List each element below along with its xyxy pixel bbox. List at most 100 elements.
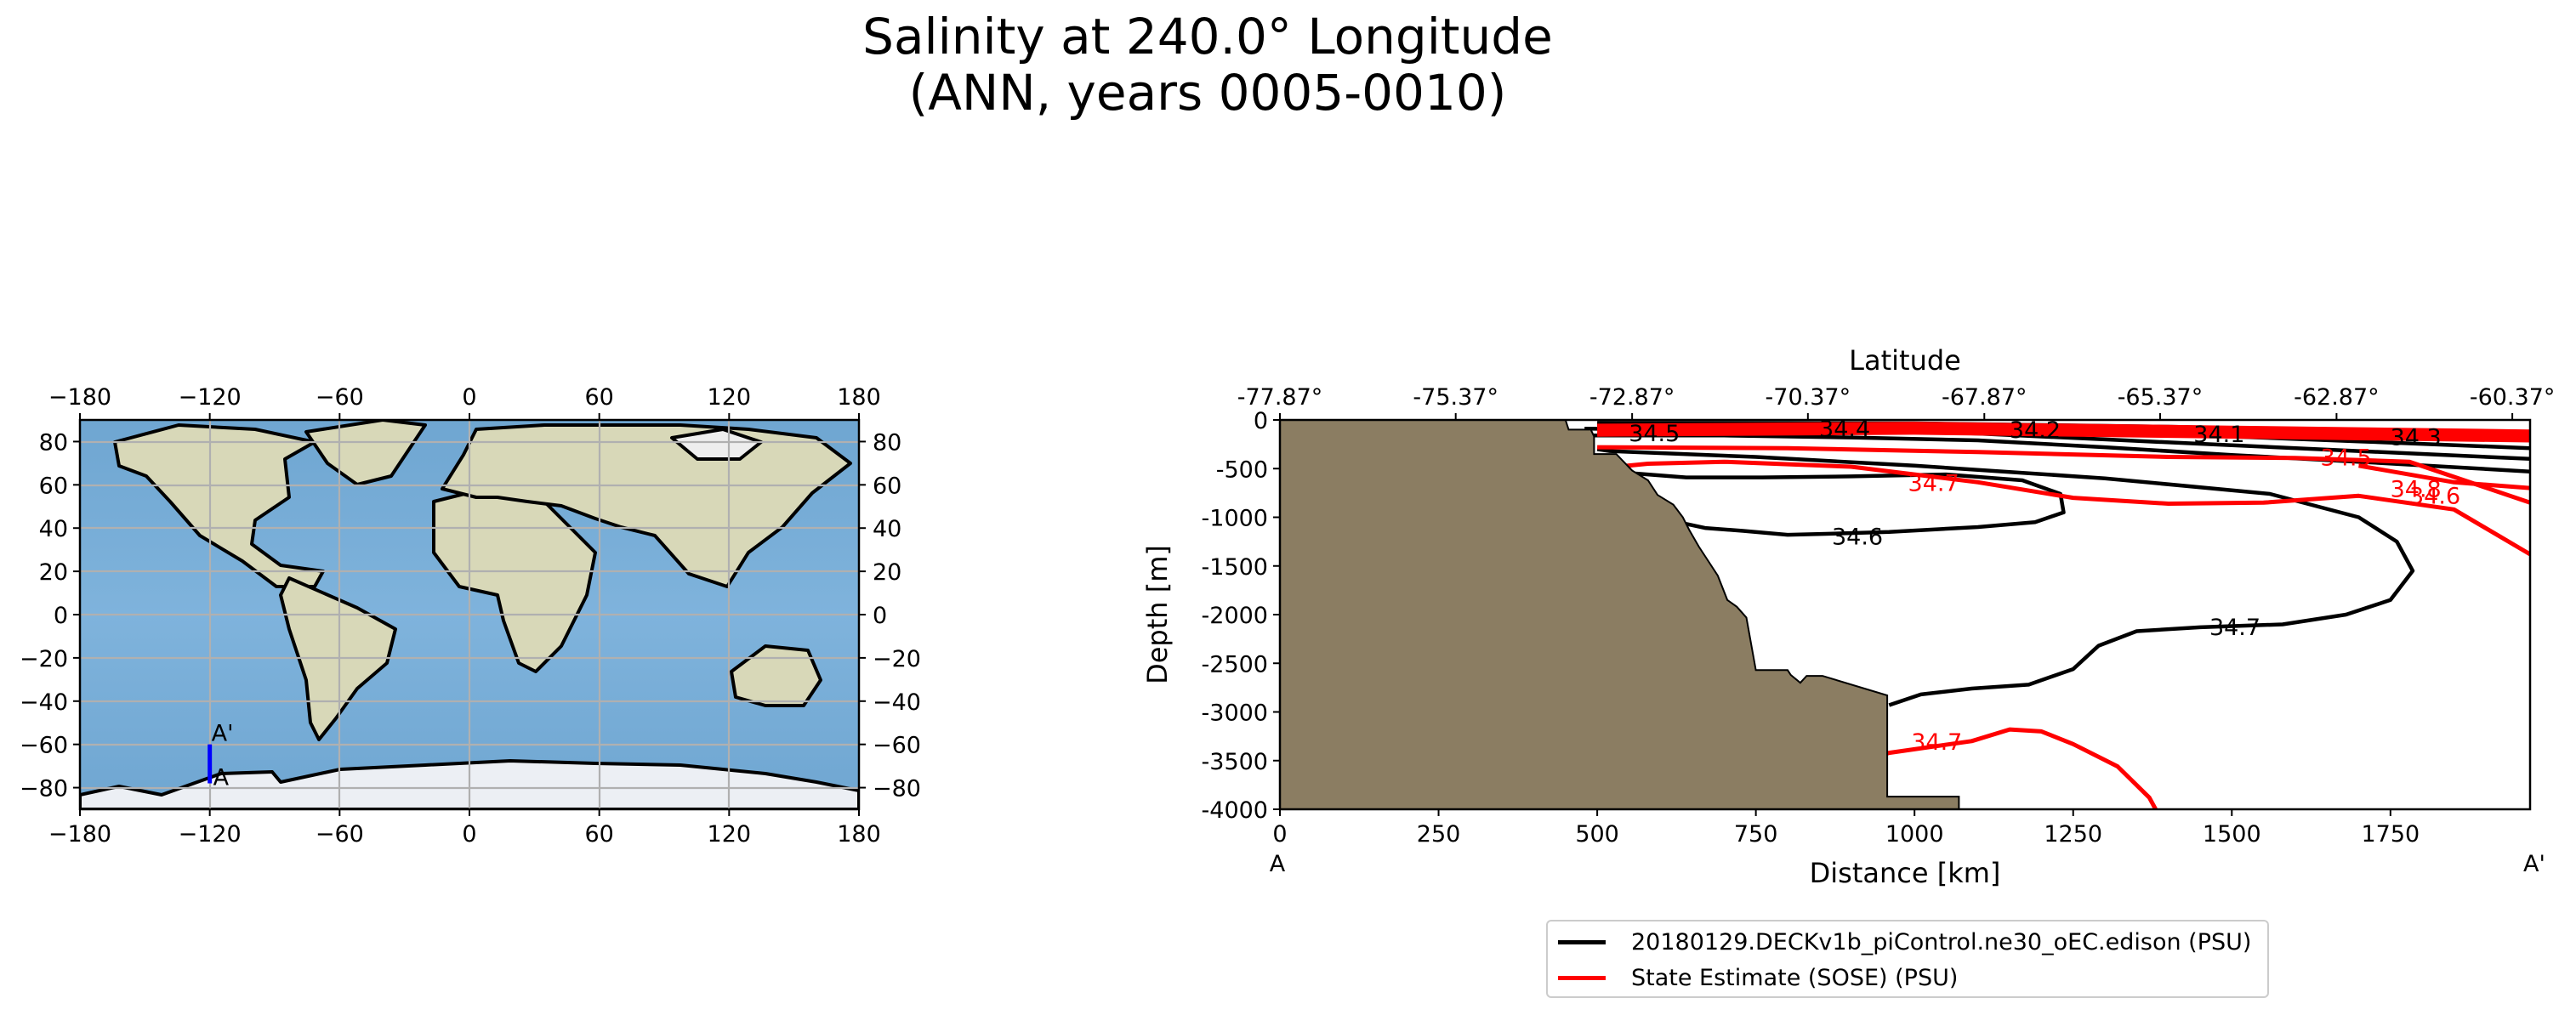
map-bottom-tick-label: −120 [179,821,242,848]
legend-swatch-obs [1558,975,1606,980]
contour-label: 34.2 [2010,417,2061,444]
top-tick-label: -77.87° [1237,384,1323,411]
transect-end-label: A' [212,721,234,747]
map-right-tick-label: −80 [873,776,921,802]
contour-line [1596,459,2530,557]
map-right-tick-label: −40 [873,689,921,716]
x-tick-label: 1500 [2203,821,2261,848]
x-tick-label: 250 [1417,821,1461,848]
top-tick-label: -67.87° [1942,384,2027,411]
contour-line [2358,463,2530,490]
map-right-tick-label: 40 [873,516,901,542]
map-left-tick-label: 60 [39,473,68,499]
bathymetry [1280,420,1960,809]
contour-label: 34.3 [2391,425,2442,451]
top-tick-label: -65.37° [2118,384,2204,411]
legend: 20180129.DECKv1b_piControl.ne30_oEC.edis… [1546,920,2269,998]
x-axis-label: Distance [km] [1810,857,2001,889]
map-left-tick-label: 20 [39,559,68,586]
map-top-tick-label: 60 [584,384,613,411]
y-tick-label: -3000 [1202,700,1268,727]
map-left-tick-label: −20 [20,646,68,672]
map-transect: A A' [208,721,234,791]
contour-line [1597,424,2530,437]
figure-title: Salinity at 240.0° Longitude (ANN, years… [0,9,2415,121]
y-axis-label: Depth [m] [1141,545,1174,684]
map-right-tick-label: −60 [873,733,921,759]
salinity-section-plot: Latitude Depth [m] Distance [km] A A' 34… [1141,344,2556,889]
y-tick-label: -1500 [1202,554,1268,581]
legend-swatch-model [1558,939,1606,944]
contour-label: 34.5 [2321,445,2372,472]
contour-label: 34.6 [2409,483,2460,509]
map-left-tick-label: 0 [54,603,68,629]
contour-label: 34.7 [1911,729,1962,756]
contour-line [1597,445,2530,505]
title-line-2: (ANN, years 0005-0010) [908,64,1507,122]
map-left-tick-label: −60 [20,733,68,759]
y-tick-label: 0 [1254,408,1268,434]
section-ticks: 0 250 500 750 1000 1250 1500 1750 0 -500 -1000 -150… [1202,384,2556,848]
map-left-tick-label: −80 [20,776,68,802]
y-tick-label: -3500 [1202,749,1268,775]
legend-label-model: 20180129.DECKv1b_piControl.ne30_oEC.edis… [1631,928,2252,955]
continents [80,420,859,809]
transect-map: −180 −180 −120 −120 −60 −60 0 0 60 60 120 120 180 180… [20,384,921,848]
contour-line [1597,427,2530,440]
map-bottom-tick-label: −60 [316,821,364,848]
contour-line [1597,422,2530,434]
contours [1584,421,2530,809]
contour-labels: 34.634.734.5 34.4 34.2 34.1 34.334.734.734.5… [1629,416,2460,756]
map-right-tick-label: 0 [873,603,887,629]
y-tick-label: -2000 [1202,603,1268,629]
contour-label: 34.7 [1908,470,1959,496]
contour-label: 34.7 [2209,615,2260,641]
map-top-tick-label: −180 [48,384,111,411]
top-tick-label: -60.37° [2470,384,2556,411]
legend-label-obs: State Estimate (SOSE) (PSU) [1631,964,1959,991]
map-right-tick-label: 80 [873,429,901,456]
map-left-tick-label: 80 [39,429,68,456]
contour-label: 34.1 [2193,422,2244,448]
contour-line [1596,467,2066,537]
y-tick-label: -1000 [1202,506,1268,532]
contour-label: 34.6 [1832,524,1883,550]
y-tick-label: -2500 [1202,651,1268,678]
x-tick-label: 500 [1575,821,1619,848]
map-right-tick-label: 60 [873,473,901,499]
x-tick-label: 1750 [2361,821,2420,848]
x-tick-label: 0 [1272,821,1287,848]
map-top-tick-label: −120 [179,384,242,411]
map-top-tick-label: 120 [708,384,752,411]
top-tick-label: -75.37° [1413,384,1498,411]
map-gridlines [80,420,859,809]
x-tick-label: 1250 [2044,821,2102,848]
top-tick-label: -72.87° [1589,384,1675,411]
map-right-tick-label: 20 [873,559,901,586]
contour-label: 34.8 [2391,476,2442,502]
map-bottom-tick-label: 180 [837,821,881,848]
top-tick-label: -70.37° [1766,384,1851,411]
x-tick-label: 750 [1734,821,1778,848]
map-left-tick-label: −40 [20,689,68,716]
map-bottom-tick-label: 0 [462,821,476,848]
y-tick-label: -4000 [1202,797,1268,824]
section-end-label: A' [2523,851,2545,877]
map-right-tick-label: −20 [873,646,921,672]
x-tick-label: 1000 [1885,821,1944,848]
legend-entry-model: 20180129.DECKv1b_piControl.ne30_oEC.edis… [1558,925,2251,959]
transect-start-label: A [213,764,230,791]
map-left-tick-label: 40 [39,516,68,542]
map-tick-labels: −180 −180 −120 −120 −60 −60 0 0 60 60 120 120 180 180… [20,384,921,848]
section-start-label: A [1270,851,1286,877]
contour-label: 34.5 [1629,421,1680,447]
title-line-1: Salinity at 240.0° Longitude [862,8,1553,65]
top-axis-label: Latitude [1849,344,1961,377]
contour-line [1879,727,2158,809]
map-top-tick-label: 0 [462,384,476,411]
map-bottom-tick-label: −180 [48,821,111,848]
map-top-tick-label: −60 [316,384,364,411]
y-tick-label: -500 [1216,456,1268,483]
contour-line [1597,430,2530,443]
contour-line [1596,447,2415,707]
